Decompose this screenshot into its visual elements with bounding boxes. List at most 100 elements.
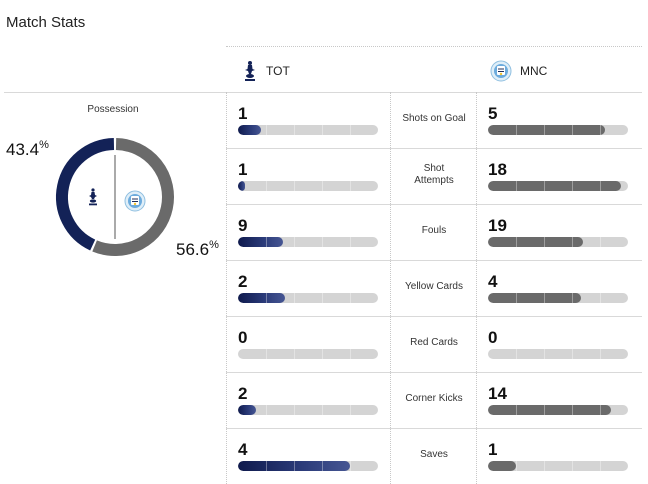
bar-segment-mark: [266, 181, 267, 191]
bar-segment-mark: [600, 181, 601, 191]
bar-segment-mark: [572, 405, 573, 415]
stat-label: Shot Attempts: [414, 163, 454, 186]
stat-away-bar: [488, 461, 628, 471]
stat-home-bar-fill: [238, 293, 285, 303]
bar-segment-mark: [516, 237, 517, 247]
manchester-city-crest-icon: [124, 190, 146, 212]
title-divider: [226, 46, 642, 47]
stat-away-bar: [488, 237, 628, 247]
bar-segment-mark: [350, 461, 351, 471]
stat-home-bar: [238, 237, 378, 247]
bar-segment-mark: [544, 349, 545, 359]
stat-row-divider: [226, 148, 642, 149]
team-header-tot: TOT: [242, 58, 290, 84]
bar-segment-mark: [294, 237, 295, 247]
divider-mid-right: [476, 92, 477, 484]
team-abbr-mnc: MNC: [520, 64, 548, 78]
stat-label: Yellow Cards: [405, 281, 463, 292]
bar-segment-mark: [322, 237, 323, 247]
bar-segment-mark: [350, 293, 351, 303]
stat-home-bar-fill: [238, 405, 256, 415]
team-abbr-tot: TOT: [266, 64, 290, 78]
bar-segment-mark: [266, 349, 267, 359]
stat-away-bar: [488, 349, 628, 359]
bar-segment-mark: [600, 461, 601, 471]
stat-home-bar-fill: [238, 125, 262, 135]
stat-away-bar-fill: [488, 125, 605, 135]
bar-segment-mark: [544, 181, 545, 191]
bar-segment-mark: [544, 293, 545, 303]
stat-away-value: 19: [488, 216, 507, 235]
stat-away-value: 18: [488, 160, 507, 179]
bar-segment-mark: [350, 125, 351, 135]
bar-segment-mark: [572, 293, 573, 303]
bar-segment-mark: [516, 181, 517, 191]
stat-row-divider: [226, 372, 642, 373]
bar-segment-mark: [294, 405, 295, 415]
bar-segment-mark: [322, 405, 323, 415]
bar-segment-mark: [266, 461, 267, 471]
stat-home-value: 1: [238, 104, 248, 123]
stat-home-value: 9: [238, 216, 248, 235]
stat-home-value: 1: [238, 160, 248, 179]
stat-home-bar: [238, 181, 378, 191]
possession-label: Possession: [87, 104, 139, 115]
manchester-city-crest-icon: [490, 60, 512, 82]
possession-away-percent: 56.6%: [176, 239, 219, 259]
divider-left: [226, 92, 227, 484]
bar-segment-mark: [572, 125, 573, 135]
stat-label: Red Cards: [410, 337, 458, 348]
stat-away-bar: [488, 181, 628, 191]
possession-home-percent: 43.4%: [6, 139, 49, 159]
stat-label: Fouls: [421, 225, 447, 236]
bar-segment-mark: [572, 349, 573, 359]
bar-segment-mark: [600, 293, 601, 303]
bar-segment-mark: [350, 349, 351, 359]
stat-away-bar-fill: [488, 405, 611, 415]
header-divider: [4, 92, 642, 93]
stat-home-bar: [238, 293, 378, 303]
bar-segment-mark: [544, 125, 545, 135]
stat-away-bar-fill: [488, 237, 583, 247]
bar-segment-mark: [294, 461, 295, 471]
stat-home-bar: [238, 405, 378, 415]
bar-segment-mark: [544, 461, 545, 471]
stat-away-value: 5: [488, 104, 498, 123]
bar-segment-mark: [350, 237, 351, 247]
bar-segment-mark: [266, 405, 267, 415]
tottenham-crest-icon: [89, 188, 97, 206]
bar-segment-mark: [294, 349, 295, 359]
stat-away-bar-fill: [488, 461, 516, 471]
stat-away-value: 1: [488, 440, 498, 459]
possession-arc-mnc: [92, 138, 174, 256]
stat-label: Corner Kicks: [405, 393, 463, 404]
bar-segment-mark: [572, 461, 573, 471]
bar-segment-mark: [572, 181, 573, 191]
stat-home-bar-fill: [238, 461, 350, 471]
stat-home-value: 2: [238, 384, 248, 403]
bar-segment-mark: [350, 181, 351, 191]
stat-away-bar: [488, 293, 628, 303]
bar-segment-mark: [266, 237, 267, 247]
bar-segment-mark: [322, 125, 323, 135]
bar-segment-mark: [516, 461, 517, 471]
bar-segment-mark: [600, 237, 601, 247]
stat-row-divider: [226, 428, 642, 429]
stat-home-bar: [238, 461, 378, 471]
stat-home-bar-fill: [238, 237, 283, 247]
tottenham-crest-icon: [242, 60, 258, 82]
stat-label: Saves: [420, 449, 448, 460]
stat-home-value: 0: [238, 328, 248, 347]
stat-away-value: 0: [488, 328, 498, 347]
stat-away-value: 14: [488, 384, 507, 403]
bar-segment-mark: [516, 349, 517, 359]
stat-label: Shots on Goal: [402, 113, 466, 124]
bar-segment-mark: [600, 349, 601, 359]
bar-segment-mark: [600, 405, 601, 415]
bar-segment-mark: [266, 125, 267, 135]
stat-home-bar: [238, 349, 378, 359]
stat-row-divider: [226, 316, 642, 317]
stat-home-bar: [238, 125, 378, 135]
bar-segment-mark: [544, 237, 545, 247]
bar-segment-mark: [322, 349, 323, 359]
